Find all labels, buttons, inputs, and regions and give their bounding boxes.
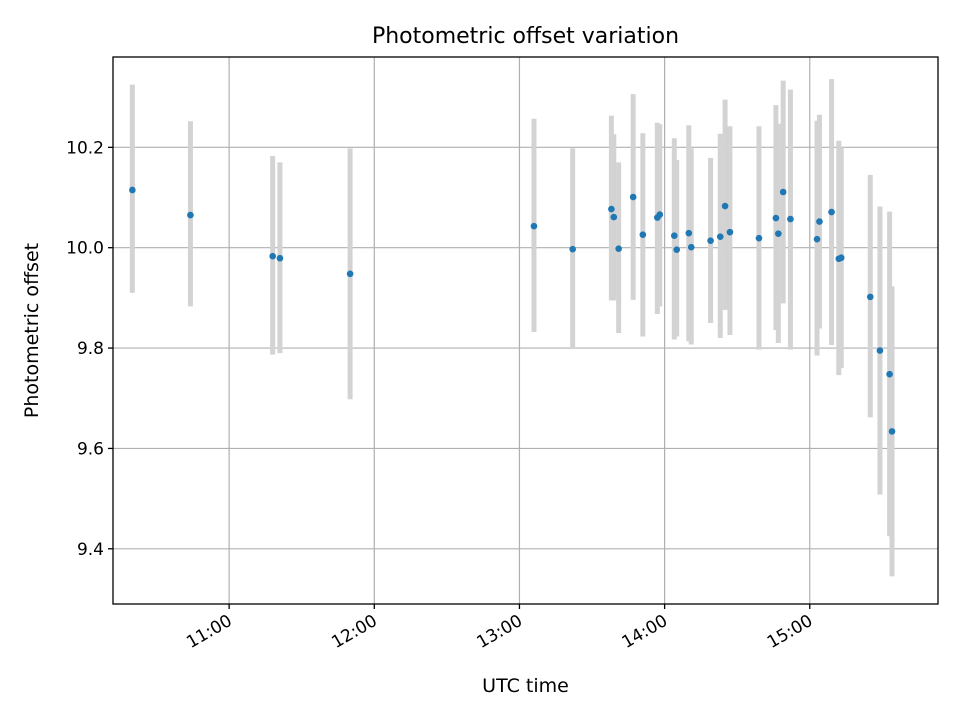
data-point: [707, 237, 714, 244]
data-point: [721, 202, 729, 210]
data-point: [888, 428, 896, 435]
y-tick-label: 10.2: [66, 138, 104, 158]
data-point: [656, 211, 664, 218]
data-point: [608, 205, 615, 213]
error-bars: [129, 79, 895, 577]
data-point: [530, 222, 538, 230]
data-point: [866, 293, 874, 301]
data-point: [837, 254, 845, 262]
y-axis-label: Photometric offset: [21, 243, 43, 418]
data-point: [755, 234, 763, 242]
x-tick-label: 14:00: [619, 611, 671, 653]
data-point: [726, 228, 734, 236]
plot-frame: [112, 56, 939, 605]
y-tick-label: 9.6: [77, 439, 104, 459]
data-point: [775, 230, 782, 237]
data-point: [716, 233, 724, 240]
data-point: [276, 254, 284, 262]
data-point: [787, 215, 794, 223]
data-point: [813, 235, 821, 243]
data-point: [639, 231, 647, 238]
data-point: [346, 270, 354, 278]
x-tick-label: 11:00: [183, 611, 235, 653]
y-tick-label: 9.8: [77, 339, 104, 359]
data-point: [687, 243, 695, 251]
chart-title: Photometric offset variation: [372, 24, 679, 49]
y-tick-label: 10.0: [66, 239, 104, 259]
x-axis-label: UTC time: [482, 675, 569, 697]
data-point: [876, 347, 884, 354]
data-point: [816, 218, 823, 225]
data-point: [187, 211, 194, 219]
data-point: [615, 245, 622, 253]
x-tick-label: 15:00: [764, 611, 816, 653]
axis-ticks: 9.4 9.6 9.8 10.0 10.2 11:00 12:00 13:00 14:00 15:…: [66, 138, 816, 652]
data-point: [828, 208, 835, 216]
x-tick-label: 13:00: [474, 611, 526, 653]
data-point: [269, 252, 276, 260]
grid-lines: [113, 57, 938, 604]
data-point: [673, 246, 681, 254]
data-point: [670, 232, 678, 239]
data-point: [610, 213, 618, 221]
data-point: [685, 229, 693, 237]
data-point: [129, 186, 136, 194]
data-point: [886, 370, 893, 378]
data-points: [129, 186, 896, 435]
data-point: [779, 188, 787, 196]
data-point: [629, 193, 637, 201]
x-tick-label: 12:00: [328, 611, 380, 653]
data-point: [772, 214, 780, 222]
data-point: [569, 245, 576, 253]
y-tick-label: 9.4: [77, 540, 104, 560]
